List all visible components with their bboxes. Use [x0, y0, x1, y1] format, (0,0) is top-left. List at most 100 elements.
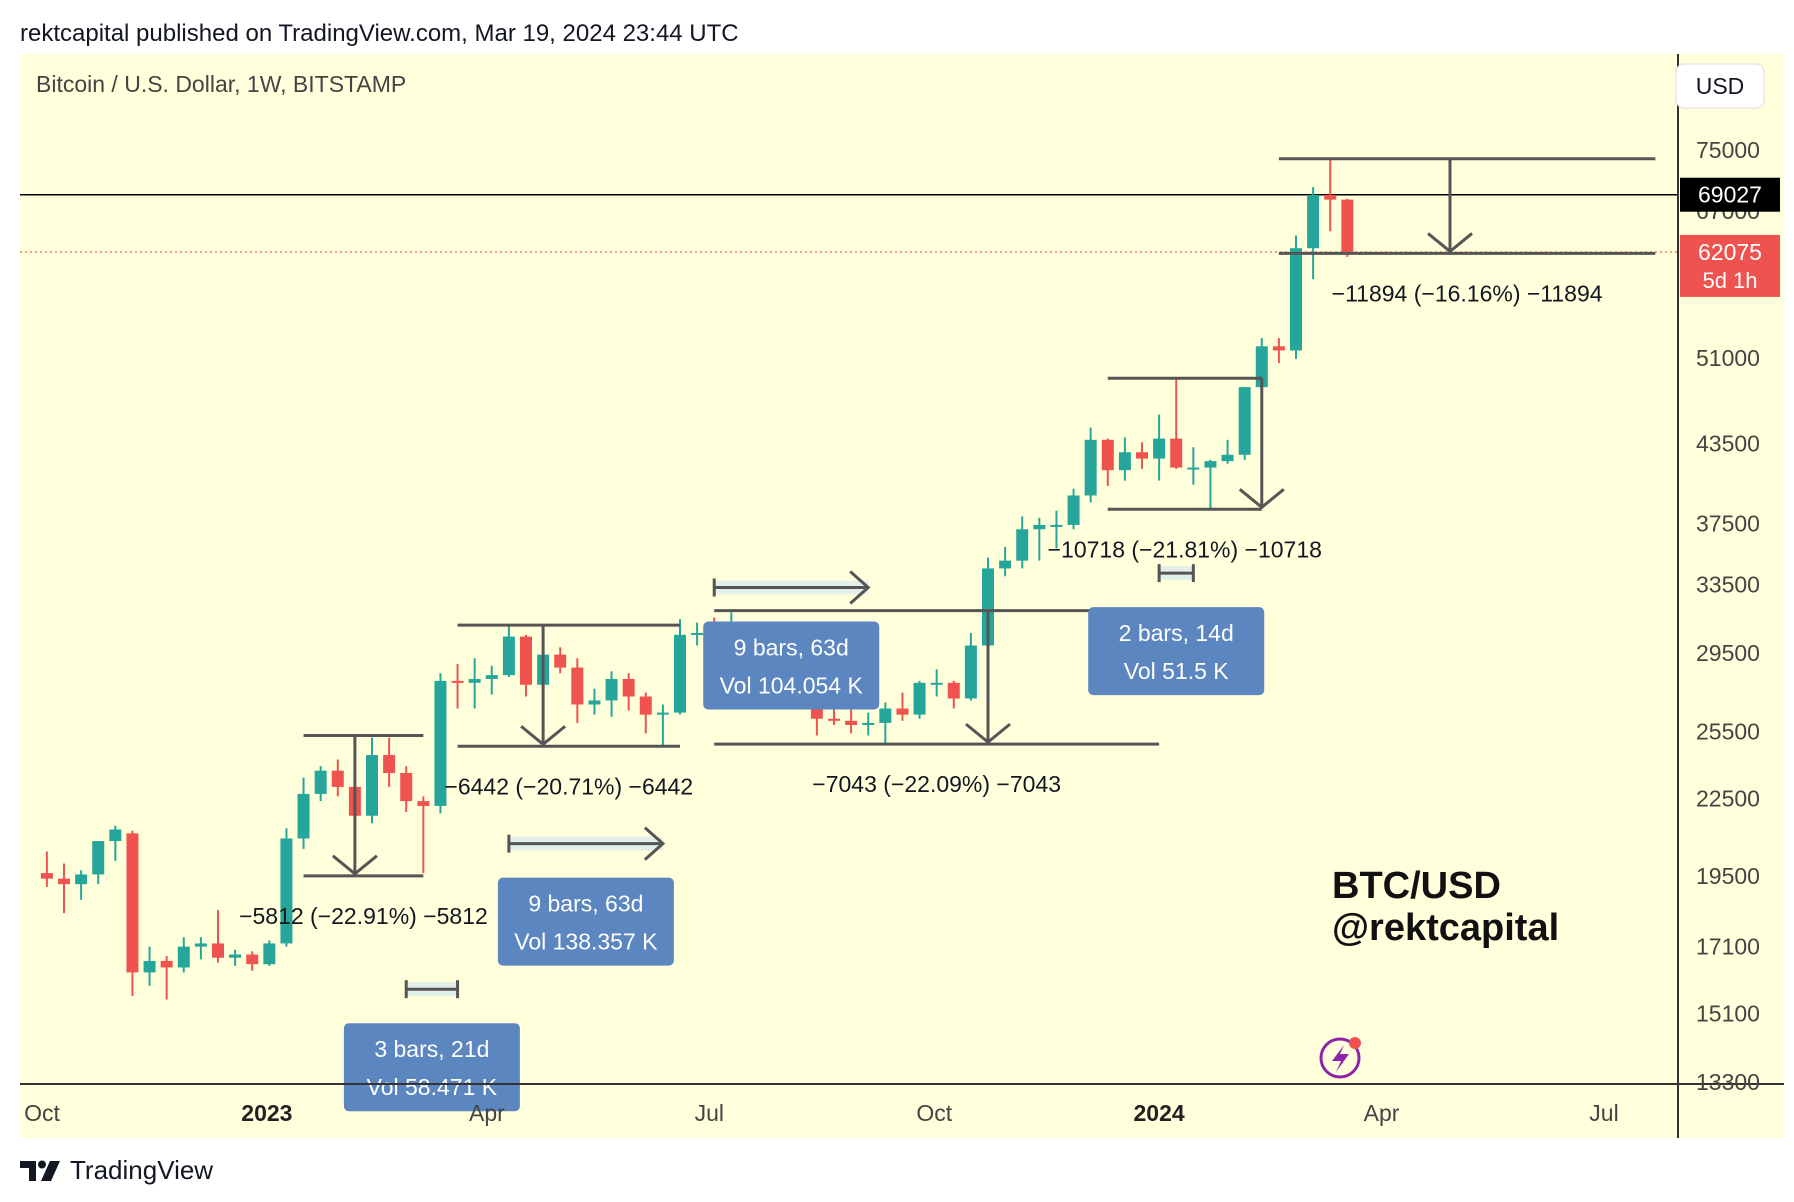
candle[interactable] — [930, 669, 943, 697]
candle[interactable] — [1067, 488, 1080, 530]
candle[interactable] — [1050, 510, 1063, 549]
candle[interactable] — [143, 946, 156, 986]
candle[interactable] — [194, 937, 207, 960]
candle[interactable] — [656, 704, 669, 747]
candle[interactable] — [1238, 387, 1251, 460]
candle-body — [982, 568, 994, 646]
candle[interactable] — [605, 671, 618, 717]
candle[interactable] — [1307, 187, 1320, 280]
candle[interactable] — [896, 692, 909, 721]
candle[interactable] — [109, 825, 122, 861]
watermark-line-2: @rektcapital — [1332, 907, 1559, 949]
candle[interactable] — [212, 910, 224, 963]
candle[interactable] — [691, 622, 704, 646]
measure-annotation[interactable]: −11894 (−16.16%) −11894 — [1278, 157, 1656, 307]
candle[interactable] — [879, 702, 892, 745]
candle[interactable] — [229, 949, 242, 966]
duration-annotation[interactable]: 3 bars, 21d Vol 58.471 K — [343, 980, 520, 1112]
candle[interactable] — [622, 673, 635, 711]
candle[interactable] — [1084, 427, 1097, 503]
candle[interactable] — [331, 759, 344, 797]
last-price-label-box: 62075 5d 1h — [1680, 234, 1780, 297]
price-tick-label: 17100 — [1696, 934, 1760, 960]
candle[interactable] — [571, 658, 584, 723]
candle[interactable] — [1170, 379, 1183, 469]
candle-body — [845, 720, 858, 725]
candle[interactable] — [485, 665, 498, 695]
candle-body — [828, 718, 840, 721]
price-tick-label: 22500 — [1696, 786, 1760, 812]
duration-annotation[interactable]: 2 bars, 14d Vol 51.5 K — [1088, 564, 1265, 696]
candle[interactable] — [1187, 447, 1200, 485]
candle[interactable] — [1290, 235, 1302, 359]
candle[interactable] — [862, 712, 875, 736]
candle[interactable] — [999, 546, 1012, 577]
candle[interactable] — [40, 851, 53, 887]
currency-button[interactable]: USD — [1675, 63, 1765, 109]
measure-annotation[interactable]: −7043 (−22.09%) −7043 — [714, 609, 1160, 797]
duration-annotation[interactable]: 9 bars, 63d Vol 104.054 K — [703, 570, 880, 710]
candle[interactable] — [177, 937, 190, 973]
measure-annotation[interactable]: −6442 (−20.71%) −6442 — [444, 623, 693, 799]
candle[interactable] — [468, 658, 481, 709]
candle[interactable] — [1118, 437, 1131, 481]
candle[interactable] — [297, 777, 310, 849]
duration-badge — [343, 1023, 520, 1112]
candle[interactable] — [263, 940, 276, 966]
candle[interactable] — [1324, 158, 1337, 232]
candle[interactable] — [1341, 198, 1354, 257]
candle[interactable] — [964, 633, 977, 701]
candle[interactable] — [246, 951, 259, 971]
measure-annotation[interactable]: −5812 (−22.91%) −5812 — [239, 734, 488, 929]
candle[interactable] — [1016, 516, 1029, 569]
candle[interactable] — [126, 830, 139, 997]
candle[interactable] — [366, 737, 378, 824]
time-tick-label: Oct — [24, 1100, 60, 1126]
measure-annotation[interactable]: −10718 (−21.81%) −10718 — [1048, 376, 1322, 562]
candle[interactable] — [913, 680, 926, 719]
candle[interactable] — [434, 673, 447, 814]
candle[interactable] — [639, 692, 652, 734]
candle[interactable] — [520, 634, 532, 697]
candle[interactable] — [1272, 338, 1285, 364]
duration-bars-label: 3 bars, 21d — [374, 1036, 489, 1062]
candle[interactable] — [1153, 414, 1166, 481]
chart: −5812 (−22.91%) −5812 −6442 (−20.71%) −64… — [20, 54, 1784, 1138]
candle[interactable] — [588, 688, 601, 715]
measure-label: −7043 (−22.09%) −7043 — [812, 771, 1061, 797]
candle[interactable] — [947, 680, 960, 709]
lightning-icon[interactable] — [1319, 1037, 1361, 1079]
candle[interactable] — [400, 766, 413, 813]
duration-volume-label: Vol 51.5 K — [1124, 658, 1230, 684]
candle[interactable] — [417, 796, 430, 874]
footer-brand[interactable]: TradingView — [20, 1155, 213, 1186]
candle-body — [297, 793, 310, 839]
candle[interactable] — [58, 863, 70, 913]
candle-body — [126, 833, 139, 973]
candle[interactable] — [674, 619, 686, 715]
candle[interactable] — [92, 841, 105, 885]
candle[interactable] — [75, 870, 88, 900]
duration-annotation[interactable]: 9 bars, 63d Vol 138.357 K — [497, 826, 674, 966]
candle[interactable] — [502, 626, 515, 678]
candle[interactable] — [1033, 517, 1046, 561]
duration-bars-label: 9 bars, 63d — [734, 634, 849, 660]
candle[interactable] — [280, 828, 293, 947]
candle[interactable] — [383, 737, 396, 787]
candle[interactable] — [1221, 439, 1234, 464]
candle[interactable] — [828, 706, 840, 725]
candle-body — [109, 829, 122, 842]
candle-body — [947, 682, 960, 699]
candle[interactable] — [451, 663, 464, 709]
candle[interactable] — [314, 766, 327, 802]
candle[interactable] — [1204, 459, 1217, 510]
candle[interactable] — [1101, 438, 1114, 487]
candle-body — [879, 708, 892, 723]
candle[interactable] — [1136, 442, 1148, 469]
duration-volume-label: Vol 58.471 K — [367, 1074, 498, 1100]
duration-arrow-head — [643, 826, 666, 861]
candle-body — [1221, 454, 1234, 462]
candle[interactable] — [554, 647, 567, 674]
duration-badge — [497, 877, 674, 966]
candle[interactable] — [160, 956, 173, 1000]
